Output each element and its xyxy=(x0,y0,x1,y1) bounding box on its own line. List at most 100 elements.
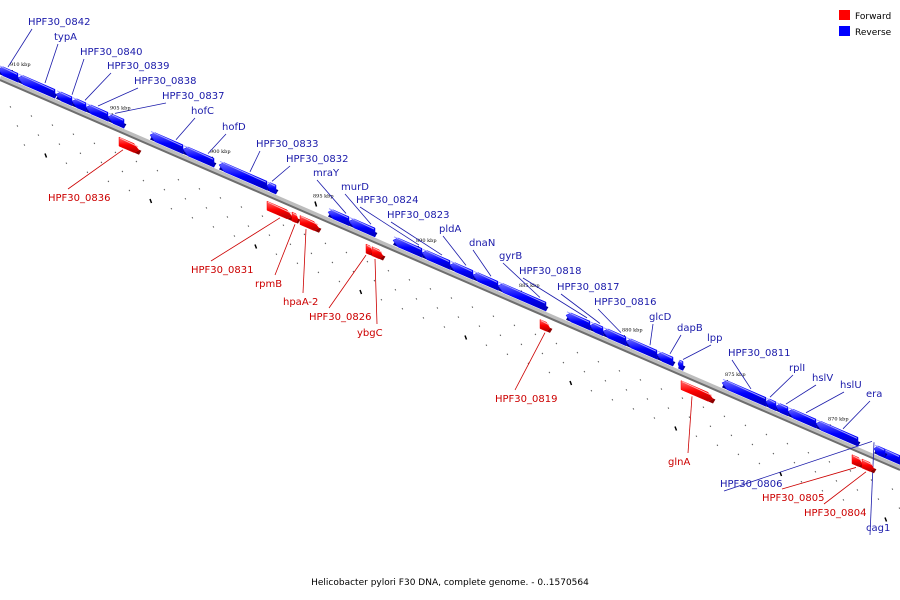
gene-hpf30-0839[interactable] xyxy=(71,97,89,113)
gene-label-hpf30-0804: HPF30_0804 xyxy=(804,508,866,519)
tick-label: 870 kbp xyxy=(828,417,849,423)
gene-label-hpf30-0831: HPF30_0831 xyxy=(191,265,253,276)
gene-glna[interactable] xyxy=(680,380,716,404)
gene-era[interactable] xyxy=(815,419,861,447)
gene-hofc[interactable] xyxy=(149,131,186,155)
gene-dapb[interactable] xyxy=(656,350,676,367)
gene-hpf30-0824[interactable] xyxy=(392,236,425,258)
leader-line xyxy=(71,58,85,95)
gene-hpf30-0836[interactable] xyxy=(118,136,142,155)
gene-label-typa: typA xyxy=(54,32,77,43)
leader-line xyxy=(514,332,546,391)
tick-label: 900 kbp xyxy=(210,149,231,155)
tick-label: 905 kbp xyxy=(110,106,131,112)
leader-line xyxy=(785,384,817,405)
tick-label: 875 kbp xyxy=(725,372,746,378)
leader-line xyxy=(472,249,492,277)
gene-label-glcd: glcD xyxy=(649,312,672,323)
gene-rpmb[interactable] xyxy=(291,211,301,224)
leader-line xyxy=(442,235,467,266)
gene-label-ybgc: ybgC xyxy=(357,328,383,339)
gene-label-hpf30-0826: HPF30_0826 xyxy=(309,312,371,323)
legend-label-forward: Forward xyxy=(855,12,891,22)
gene-gyrb[interactable] xyxy=(497,281,549,312)
gene-label-hofc: hofC xyxy=(191,106,214,117)
leader-line xyxy=(207,133,227,154)
leader-line xyxy=(597,308,622,333)
gene-hpf30-0819[interactable] xyxy=(539,319,553,333)
tick-label: 910 kbp xyxy=(10,62,31,68)
gene-label-hpf30-0806: HPF30_0806 xyxy=(720,479,782,490)
gene-hpf30-0817[interactable] xyxy=(589,321,606,337)
gene-label-hpaa-2: hpaA-2 xyxy=(283,297,318,308)
gene-hpf30-0840[interactable] xyxy=(55,90,75,107)
gene-hpf30-0818[interactable] xyxy=(565,311,593,331)
leader-line xyxy=(344,193,372,225)
gene-typa[interactable] xyxy=(17,73,58,99)
gene-label-hpf30-0811: HPF30_0811 xyxy=(728,348,790,359)
gene-hpf30-0837[interactable] xyxy=(107,112,127,129)
gene-dnan[interactable] xyxy=(472,271,501,291)
gene-cag1[interactable] xyxy=(873,444,888,459)
gene-hpf30-0804[interactable] xyxy=(861,458,877,474)
genome-caption: Helicobacter pylori F30 DNA, complete ge… xyxy=(311,578,589,588)
leader-line xyxy=(769,374,794,398)
gene-label-hofd: hofD xyxy=(222,122,246,133)
leader-line xyxy=(44,43,59,84)
gene-hofd[interactable] xyxy=(182,145,217,168)
gene-hslu[interactable] xyxy=(787,407,819,429)
axis-tick: 895 kbp xyxy=(313,194,334,207)
gene-hpf30-0831[interactable] xyxy=(266,200,295,222)
leader-line xyxy=(723,440,873,492)
leader-line xyxy=(390,221,443,256)
gene-hpf30-0833[interactable] xyxy=(218,160,270,191)
leader-line xyxy=(374,258,378,325)
legend: Forward Reverse xyxy=(839,10,892,38)
gene-label-plda: pldA xyxy=(439,224,461,235)
gene-label-lpp: lpp xyxy=(707,333,722,344)
legend-item-reverse: Reverse xyxy=(839,26,892,38)
gene-label-hpf30-0832: HPF30_0832 xyxy=(286,154,348,165)
leader-line xyxy=(669,334,682,355)
legend-label-reverse: Reverse xyxy=(855,28,892,38)
gene-hpf30-0811[interactable] xyxy=(721,378,769,407)
gene-murd[interactable] xyxy=(348,217,378,238)
gene-lpp[interactable] xyxy=(677,359,686,371)
gene-hpf30-0838[interactable] xyxy=(85,103,111,122)
gene-label-hpf30-0823: HPF30_0823 xyxy=(387,210,449,221)
gene-ybgc[interactable] xyxy=(371,246,386,261)
leader-line xyxy=(560,293,601,324)
legend-swatch-reverse xyxy=(839,26,850,36)
gene-mray[interactable] xyxy=(327,208,352,227)
gene-hpf30-0832[interactable] xyxy=(266,181,279,195)
gene-label-rpmb: rpmB xyxy=(255,279,282,290)
leader-line xyxy=(687,396,693,454)
leader-line xyxy=(359,206,420,246)
gene-label-hslv: hslV xyxy=(812,373,833,384)
gene-label-hpf30-0838: HPF30_0838 xyxy=(134,76,196,87)
tick-label: 895 kbp xyxy=(313,194,334,200)
leader-line xyxy=(823,471,867,505)
gene-label-glna: glnA xyxy=(668,457,690,468)
gene-label-hpf30-0819: HPF30_0819 xyxy=(495,394,557,405)
gene-label-hpf30-0816: HPF30_0816 xyxy=(594,297,656,308)
gene-label-hpf30-0818: HPF30_0818 xyxy=(519,266,581,277)
leader-line xyxy=(97,87,139,107)
gene-label-mray: mraY xyxy=(313,168,340,179)
leader-line xyxy=(175,117,196,141)
gene-label-hpf30-0836: HPF30_0836 xyxy=(48,193,110,204)
leader-line xyxy=(805,391,845,414)
gene-label-cag1: cag1 xyxy=(866,523,890,534)
leader-line xyxy=(869,442,875,536)
gene-label-hpf30-0837: HPF30_0837 xyxy=(162,91,224,102)
gene-label-dnan: dnaN xyxy=(469,238,495,249)
legend-swatch-forward xyxy=(839,10,850,20)
gene-label-gyrb: gyrB xyxy=(499,251,522,262)
leader-line xyxy=(302,229,307,294)
gene-hpf30-0805[interactable] xyxy=(851,454,865,469)
gene-hpf30-0816[interactable] xyxy=(602,327,629,347)
leader-line xyxy=(67,149,124,190)
leader-line xyxy=(114,102,167,114)
gene-hpaa-2[interactable] xyxy=(299,215,322,233)
